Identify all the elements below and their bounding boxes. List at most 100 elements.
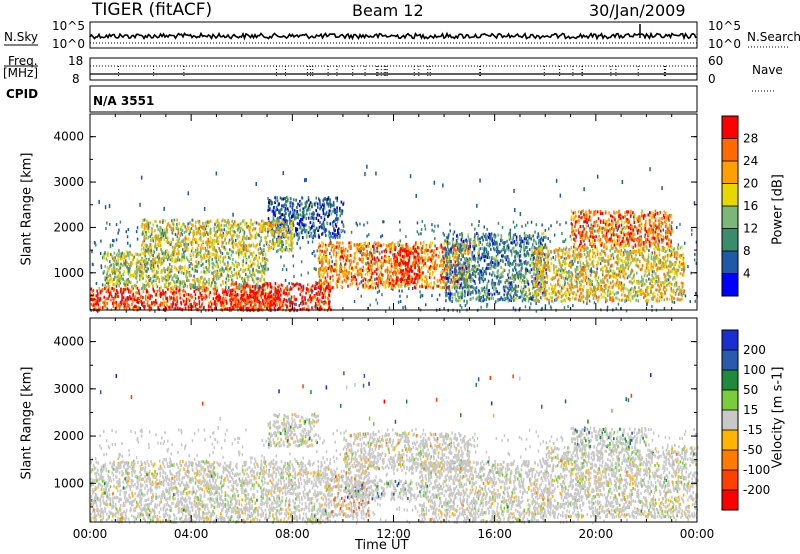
- echo-cell: [256, 294, 258, 298]
- echo-cell: [267, 283, 269, 287]
- echo-cell: [450, 260, 452, 264]
- echo-cell: [247, 264, 250, 268]
- echo-cell: [295, 297, 298, 301]
- echo-cell: [149, 277, 152, 281]
- echo-cell: [136, 253, 139, 256]
- echo-cell: [143, 252, 145, 256]
- echo-cell: [161, 257, 163, 261]
- echo-cell: [274, 209, 277, 213]
- echo-cell: [290, 201, 292, 205]
- echo-cell: [215, 306, 217, 310]
- echo-cell: [327, 202, 330, 206]
- echo-cell: [196, 302, 198, 306]
- echo-cell: [534, 240, 537, 244]
- echo-cell: [541, 232, 543, 236]
- echo-cell: [300, 290, 303, 294]
- echo-cell: [287, 228, 290, 232]
- echo-cell: [184, 274, 187, 278]
- echo-cell: [496, 263, 499, 267]
- echo-cell: [172, 253, 174, 257]
- echo-cell: [403, 274, 405, 278]
- noise-pixel: [404, 284, 406, 288]
- echo-cell: [318, 255, 320, 259]
- echo-cell: [497, 299, 499, 303]
- echo-cell: [223, 293, 225, 297]
- echo-cell: [226, 293, 228, 297]
- echo-cell: [414, 258, 416, 262]
- echo-cell: [263, 302, 265, 306]
- echo-cell: [96, 295, 99, 299]
- noise-pixel: [622, 251, 625, 255]
- echo-cell: [312, 296, 314, 299]
- echo-cell: [212, 266, 214, 270]
- echo-cell: [237, 305, 239, 308]
- echo-cell: [125, 282, 128, 285]
- echo-cell: [280, 283, 283, 287]
- echo-cell: [247, 295, 249, 299]
- echo-cell: [364, 282, 366, 286]
- echo-cell: [462, 239, 465, 243]
- echo-cell: [269, 300, 272, 304]
- echo-cell: [139, 259, 142, 263]
- echo-cell: [99, 306, 101, 310]
- echo-cell: [340, 267, 342, 271]
- echo-cell: [328, 287, 330, 291]
- echo-cell: [230, 291, 232, 295]
- echo-cell: [369, 271, 371, 275]
- echo-cell: [249, 306, 251, 310]
- echo-cell: [390, 267, 392, 271]
- noise-pixel: [368, 233, 370, 237]
- noise-pixel: [572, 304, 574, 308]
- noise-pixel: [610, 264, 612, 268]
- echo-cell: [327, 214, 329, 218]
- echo-cell: [225, 283, 228, 286]
- noise-pixel: [313, 250, 315, 254]
- echo-cell: [333, 209, 335, 213]
- noise-pixel: [273, 293, 275, 297]
- noise-pixel: [515, 249, 517, 253]
- echo-cell: [168, 284, 170, 288]
- echo-cell: [132, 257, 134, 261]
- noise-pixel: [483, 290, 486, 293]
- noise-pixel: [670, 253, 673, 257]
- echo-cell: [318, 199, 321, 203]
- echo-cell: [324, 228, 327, 232]
- noise-pixel: [509, 261, 512, 265]
- noise-pixel: [356, 223, 359, 227]
- echo-cell: [168, 295, 171, 299]
- echo-cell: [360, 269, 362, 273]
- echo-cell: [381, 256, 383, 260]
- noise-pixel: [297, 238, 299, 242]
- echo-cell: [215, 260, 218, 264]
- echo-cell: [243, 300, 246, 303]
- echo-cell: [236, 305, 238, 309]
- echo-cell: [270, 285, 273, 289]
- echo-cell: [385, 244, 388, 247]
- echo-cell: [456, 274, 458, 278]
- echo-cell: [472, 296, 474, 300]
- echo-cell: [122, 273, 125, 276]
- echo-cell: [292, 203, 295, 207]
- echo-cell: [429, 258, 432, 261]
- noise-pixel: [676, 226, 678, 229]
- echo-cell: [165, 300, 167, 304]
- echo-cell: [277, 298, 280, 302]
- noise-pixel: [106, 221, 108, 225]
- echo-cell: [381, 261, 383, 265]
- echo-cell: [314, 301, 317, 305]
- echo-cell: [317, 205, 319, 209]
- echo-cell: [300, 227, 303, 231]
- echo-cell: [259, 252, 262, 256]
- noise-pixel: [176, 258, 179, 262]
- echo-cell: [285, 204, 287, 208]
- noise-pixel: [112, 239, 114, 242]
- echo-cell: [185, 302, 188, 306]
- noise-pixel: [100, 266, 103, 269]
- echo-cell: [157, 305, 159, 309]
- echo-cell: [111, 279, 114, 283]
- echo-cell: [302, 302, 305, 305]
- echo-cell: [175, 252, 178, 256]
- echo-cell: [398, 271, 400, 275]
- echo-cell: [399, 268, 401, 272]
- echo-cell: [315, 216, 318, 220]
